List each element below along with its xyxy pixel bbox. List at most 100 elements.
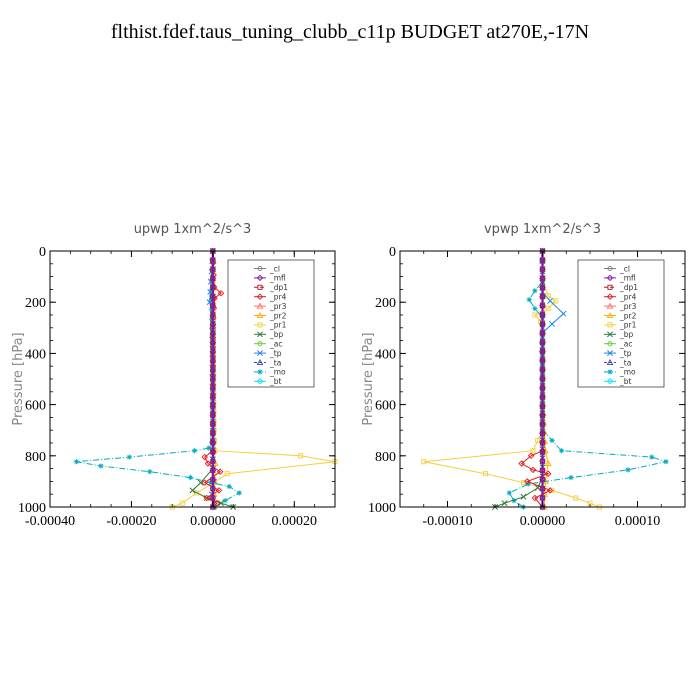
x-tick-label: -0.00020 (106, 514, 156, 529)
data-point (539, 348, 546, 355)
data-point (553, 298, 559, 304)
series-line-pr1 (423, 251, 600, 508)
data-point (209, 330, 217, 337)
legend-box (577, 259, 665, 388)
data-point (209, 467, 217, 474)
legend-label: _pr2 (269, 311, 287, 320)
data-point (607, 284, 613, 290)
data-point (257, 341, 263, 347)
legend-label: _pr2 (619, 311, 637, 320)
legend-label: _pr1 (619, 321, 637, 330)
data-point (208, 480, 214, 486)
data-point (607, 350, 613, 357)
data-point (191, 448, 198, 454)
x-tick-label: 0.00010 (615, 514, 661, 529)
data-point (573, 495, 579, 501)
legend: _cl_mfl_dp1_pr4_pr3_pr2_pr1_bp_ac_tp_ta_… (227, 259, 315, 388)
data-point (527, 452, 535, 460)
y-tick-label: 1000 (368, 501, 396, 516)
data-point (539, 421, 546, 428)
data-point (539, 458, 546, 465)
series-line-mo (508, 251, 668, 508)
legend-label: _bt (269, 377, 282, 386)
data-point (649, 454, 655, 460)
data-point (568, 474, 574, 481)
legend-label: _mfl (619, 274, 636, 283)
data-point (209, 412, 217, 419)
y-tick-label: 600 (375, 399, 396, 414)
data-point (518, 460, 525, 467)
data-point (257, 322, 263, 328)
legend-label: _cl (619, 264, 630, 273)
data-point (539, 366, 546, 374)
data-point (606, 302, 614, 309)
data-point (539, 320, 546, 328)
chart-title: upwp 1xm^2/s^3 (134, 222, 252, 237)
data-point (539, 311, 546, 319)
data-point (197, 479, 204, 486)
data-point (532, 288, 538, 294)
data-point (546, 487, 554, 494)
data-point (201, 453, 208, 461)
data-point (539, 375, 546, 383)
page-title: flthist.fdef.taus_tuning_clubb_c11p BUDG… (110, 21, 590, 43)
data-point (209, 275, 217, 282)
data-point (147, 469, 153, 475)
legend-label: _pr3 (619, 302, 637, 311)
data-point (539, 275, 546, 282)
legend-label: _ta (269, 358, 281, 367)
y-tick-label: 400 (25, 347, 46, 362)
legend-label: _ta (619, 358, 631, 367)
data-point (209, 403, 217, 410)
data-point (539, 357, 546, 364)
y-tick-label: 0 (389, 245, 396, 260)
data-point (256, 274, 264, 282)
data-point (531, 494, 539, 502)
data-point (209, 439, 217, 447)
series-group (73, 247, 338, 511)
legend-label: _bp (619, 330, 634, 339)
data-point (215, 487, 223, 494)
data-point (532, 306, 538, 312)
x-tick-label: 0.00000 (190, 514, 236, 529)
legend-label: _tp (619, 349, 632, 358)
data-point (501, 500, 508, 507)
data-point (209, 302, 217, 310)
data-point (209, 384, 217, 392)
data-point (256, 311, 264, 319)
data-point (544, 470, 552, 477)
data-point (526, 297, 532, 303)
chart-title: vpwp 1xm^2/s^3 (484, 222, 601, 237)
data-point (209, 366, 217, 374)
data-point (257, 331, 263, 338)
legend-label: _ac (619, 340, 632, 349)
data-point (607, 341, 613, 347)
series-line-pr4 (203, 250, 222, 508)
data-point (549, 437, 555, 444)
data-point (558, 448, 565, 454)
data-point (529, 466, 537, 474)
data-point (213, 499, 221, 507)
data-point (539, 430, 546, 438)
data-point (545, 306, 551, 312)
y-tick-label: 600 (25, 399, 46, 414)
data-point (606, 358, 614, 366)
data-point (539, 467, 546, 474)
legend-label: _pr4 (619, 293, 637, 302)
data-point (256, 293, 264, 300)
data-point (539, 485, 546, 492)
data-point (257, 369, 263, 375)
data-point (224, 471, 230, 477)
legend-label: _mo (269, 368, 286, 377)
legend-label: _ac (269, 340, 282, 349)
data-point (539, 476, 546, 483)
y-tick-label: 800 (25, 450, 46, 465)
data-point (209, 256, 217, 264)
data-point (209, 284, 217, 291)
data-point (189, 487, 196, 494)
y-tick-label: 800 (375, 450, 396, 465)
data-point (216, 468, 224, 475)
data-point (209, 448, 217, 456)
